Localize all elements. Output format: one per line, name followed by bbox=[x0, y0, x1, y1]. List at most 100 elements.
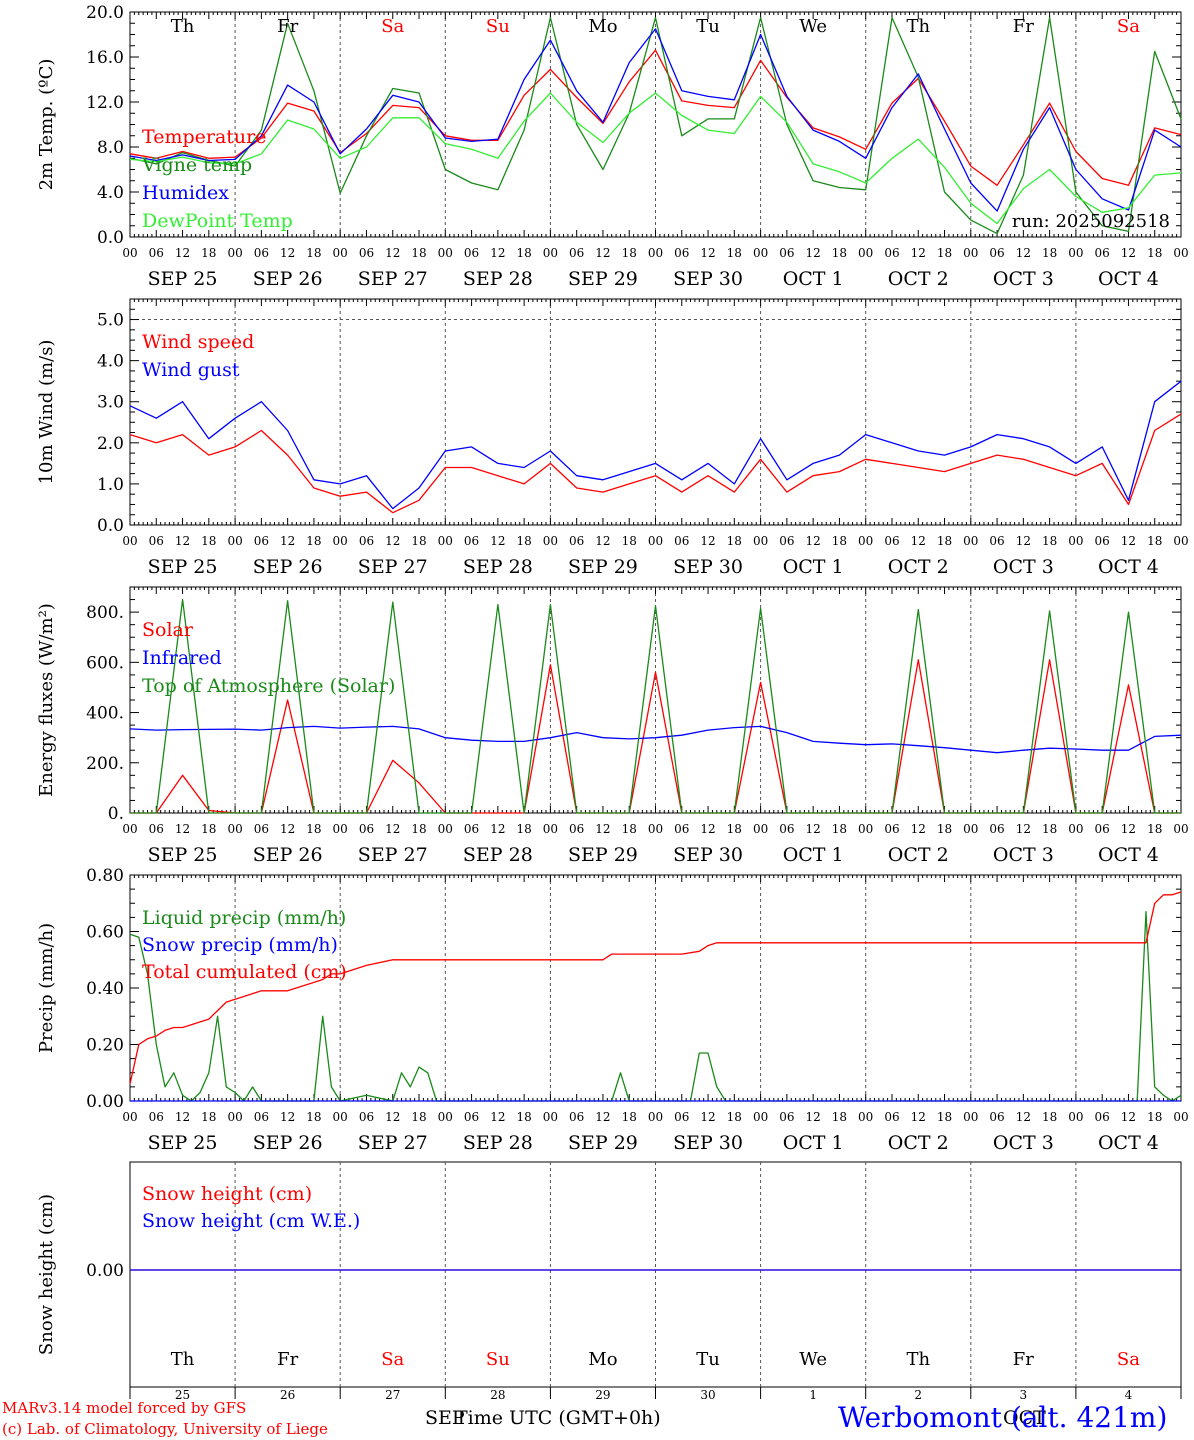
wind-hour-label: 00 bbox=[227, 534, 242, 548]
bottom-month-right: OCT bbox=[1003, 1407, 1046, 1429]
temperature-hour-label: 18 bbox=[306, 246, 321, 260]
wind-hour-label: 18 bbox=[832, 534, 847, 548]
energy-y-tick-label: 0. bbox=[108, 804, 124, 824]
precip-hour-label: 06 bbox=[569, 1110, 584, 1124]
temperature-y-tick-label: 20.0 bbox=[86, 3, 124, 23]
wind-y-tick-label: 0.0 bbox=[97, 516, 124, 536]
precip-hour-label: 00 bbox=[753, 1110, 768, 1124]
wind-hour-label: 00 bbox=[858, 534, 873, 548]
temperature-hour-label: 06 bbox=[884, 246, 899, 260]
energy-date-label: SEP 29 bbox=[568, 844, 638, 866]
energy-date-label: SEP 28 bbox=[463, 844, 533, 866]
precip-hour-label: 00 bbox=[648, 1110, 663, 1124]
energy-y-tick-label: 800. bbox=[86, 603, 124, 623]
energy-hour-label: 00 bbox=[1068, 822, 1083, 836]
energy-date-label: SEP 30 bbox=[673, 844, 743, 866]
energy-hour-label: 06 bbox=[884, 822, 899, 836]
energy-y-tick-label: 200. bbox=[86, 754, 124, 774]
wind-series-wind-gust bbox=[129, 380, 1182, 510]
energy-hour-label: 12 bbox=[806, 822, 821, 836]
wind-hour-label: 06 bbox=[884, 534, 899, 548]
energy-hour-label: 00 bbox=[963, 822, 978, 836]
precip-date-label: OCT 1 bbox=[783, 1132, 844, 1154]
energy-legend-item: Top of Atmosphere (Solar) bbox=[142, 675, 395, 697]
precip-hour-label: 06 bbox=[149, 1110, 164, 1124]
snow-day-number: 29 bbox=[595, 1388, 610, 1402]
wind-y-tick-label: 2.0 bbox=[97, 434, 124, 454]
temperature-legend-item: Temperature bbox=[142, 126, 266, 148]
wind-hour-label: 12 bbox=[595, 534, 610, 548]
energy-series-infrared bbox=[129, 725, 1182, 754]
energy-panel: 00 06 12 18 00 06 12 18 00 06 12 18 00 06 12 18 00 06 12 18… bbox=[36, 586, 1189, 866]
wind-hour-label: 06 bbox=[359, 534, 374, 548]
temperature-hour-label: 18 bbox=[201, 246, 216, 260]
snow-legend-item: Snow height (cm W.E.) bbox=[142, 1210, 360, 1232]
wind-hour-label: 00 bbox=[543, 534, 558, 548]
precip-legend-item: Liquid precip (mm/h) bbox=[142, 907, 346, 929]
energy-hour-label: 00 bbox=[122, 822, 137, 836]
precip-y-axis-title: Precip (mm/h) bbox=[36, 923, 57, 1053]
energy-hour-label: 12 bbox=[700, 822, 715, 836]
energy-hour-label: 00 bbox=[1173, 822, 1188, 836]
temperature-date-label: SEP 27 bbox=[358, 268, 428, 290]
precip-hour-label: 12 bbox=[1121, 1110, 1136, 1124]
wind-date-label: OCT 2 bbox=[888, 556, 949, 578]
energy-hour-label: 06 bbox=[569, 822, 584, 836]
precip-hour-label: 18 bbox=[1147, 1110, 1162, 1124]
wind-hour-label: 00 bbox=[438, 534, 453, 548]
precip-hour-label: 12 bbox=[175, 1110, 190, 1124]
precip-hour-label: 18 bbox=[727, 1110, 742, 1124]
energy-hour-label: 18 bbox=[201, 822, 216, 836]
energy-hour-label: 00 bbox=[438, 822, 453, 836]
wind-legend-item: Wind gust bbox=[142, 359, 240, 381]
temperature-hour-label: 06 bbox=[674, 246, 689, 260]
temperature-day-label: Sa bbox=[1117, 16, 1140, 37]
wind-hour-label: 06 bbox=[149, 534, 164, 548]
temperature-date-label: SEP 25 bbox=[148, 268, 218, 290]
panels-layer: 00 06 12 18 00 06 12 18 00 06 12 18 00 06 12 18 00 06 12 18… bbox=[36, 3, 1189, 1402]
temperature-series-temperature bbox=[129, 49, 1182, 186]
temperature-day-label: Sa bbox=[381, 16, 404, 37]
energy-y-tick-label: 400. bbox=[86, 704, 124, 724]
temperature-hour-label: 18 bbox=[1147, 246, 1162, 260]
temperature-date-label: OCT 2 bbox=[888, 268, 949, 290]
temperature-hour-label: 12 bbox=[280, 246, 295, 260]
temperature-y-tick-label: 4.0 bbox=[97, 183, 124, 203]
energy-date-label: OCT 2 bbox=[888, 844, 949, 866]
precip-date-label: OCT 2 bbox=[888, 1132, 949, 1154]
temperature-hour-label: 00 bbox=[753, 246, 768, 260]
snow-day-number: 27 bbox=[385, 1388, 400, 1402]
wind-legend-item: Wind speed bbox=[142, 331, 254, 353]
temperature-frame bbox=[129, 11, 1182, 238]
wind-hour-label: 18 bbox=[1042, 534, 1057, 548]
precip-hour-label: 06 bbox=[884, 1110, 899, 1124]
temperature-series-humidex bbox=[129, 28, 1182, 212]
precip-hour-label: 00 bbox=[122, 1110, 137, 1124]
wind-hour-label: 00 bbox=[122, 534, 137, 548]
wind-date-label: SEP 25 bbox=[148, 556, 218, 578]
snow-y-axis-title: Snow height (cm) bbox=[36, 1194, 57, 1355]
snow-day-label: Sa bbox=[1117, 1349, 1140, 1370]
temperature-date-label: OCT 4 bbox=[1098, 268, 1159, 290]
precip-hour-label: 12 bbox=[911, 1110, 926, 1124]
precip-hour-label: 18 bbox=[306, 1110, 321, 1124]
temperature-date-label: SEP 29 bbox=[568, 268, 638, 290]
wind-hour-label: 06 bbox=[464, 534, 479, 548]
temperature-hour-label: 00 bbox=[438, 246, 453, 260]
precip-hour-label: 06 bbox=[1095, 1110, 1110, 1124]
energy-hour-label: 12 bbox=[280, 822, 295, 836]
snow-day-label: Fr bbox=[277, 1349, 298, 1370]
precip-legend-item: Snow precip (mm/h) bbox=[142, 934, 338, 956]
precip-hour-label: 12 bbox=[490, 1110, 505, 1124]
wind-y-tick-label: 3.0 bbox=[97, 393, 124, 413]
precip-hour-label: 00 bbox=[227, 1110, 242, 1124]
precip-date-label: SEP 30 bbox=[673, 1132, 743, 1154]
temperature-hour-label: 06 bbox=[1095, 246, 1110, 260]
snow-day-number: 3 bbox=[1020, 1388, 1028, 1402]
precip-y-tick-label: 0.40 bbox=[86, 979, 124, 999]
snow-day-number: 4 bbox=[1125, 1388, 1133, 1402]
temperature-hour-label: 00 bbox=[648, 246, 663, 260]
wind-hour-label: 12 bbox=[175, 534, 190, 548]
temperature-hour-label: 12 bbox=[595, 246, 610, 260]
precip-hour-label: 06 bbox=[359, 1110, 374, 1124]
